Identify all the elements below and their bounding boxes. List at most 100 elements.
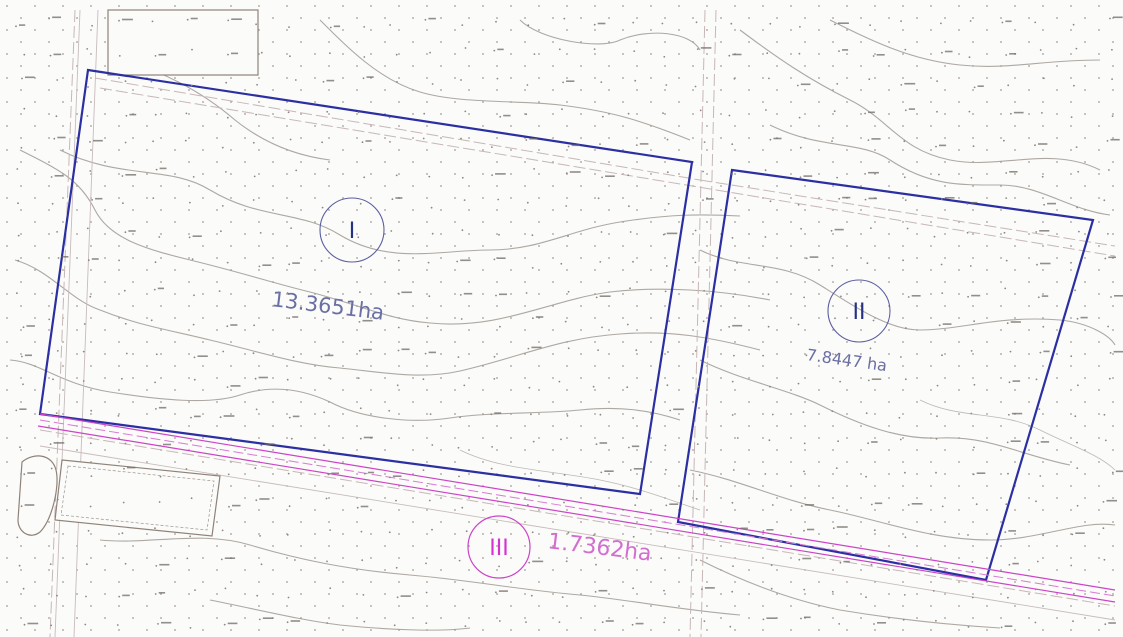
spot-elevation (633, 50, 636, 52)
spot-elevation (867, 442, 869, 445)
spot-elevation (121, 175, 124, 177)
spot-elevation (1109, 17, 1111, 20)
spot-elevation-mark (223, 415, 235, 417)
spot-elevation-mark (231, 18, 242, 20)
spot-elevation-mark (194, 415, 201, 418)
spot-elevation-mark (331, 472, 339, 475)
spot-elevation-mark (19, 408, 27, 410)
spot-elevation (969, 265, 972, 267)
spot-elevation (803, 588, 806, 591)
spot-elevation (431, 83, 434, 85)
spot-elevation (121, 532, 124, 535)
spot-elevation-mark (494, 412, 502, 414)
spot-elevation (932, 590, 935, 592)
spot-elevation (899, 438, 902, 441)
spot-elevation (83, 323, 86, 325)
spot-elevation-mark (803, 175, 813, 177)
spot-elevation (732, 296, 735, 298)
spot-elevation (389, 476, 391, 479)
spot-elevation-mark (605, 620, 614, 622)
spot-elevation (694, 261, 697, 264)
spot-elevation (286, 292, 289, 294)
spot-elevation (733, 354, 735, 357)
spot-elevation (767, 293, 770, 296)
spot-elevation (397, 292, 400, 295)
spot-elevation (666, 384, 669, 387)
spot-elevation (430, 206, 433, 209)
spot-elevation (87, 86, 89, 88)
spot-elevation (220, 558, 223, 561)
spot-elevation-mark (25, 76, 35, 79)
spot-elevation (1104, 439, 1107, 442)
contour-line (19, 149, 771, 325)
spot-elevation (865, 412, 868, 415)
spot-elevation (1103, 558, 1106, 561)
spot-elevation-mark (766, 529, 774, 531)
spot-elevation (1043, 203, 1045, 206)
spot-elevation-mark (163, 443, 172, 446)
spot-elevation (155, 168, 158, 171)
spot-elevation (320, 260, 323, 262)
spot-elevation (1005, 197, 1008, 200)
spot-elevation (904, 109, 907, 112)
spot-elevation (222, 350, 225, 353)
spot-elevation-mark (1080, 316, 1088, 319)
spot-elevation (323, 444, 325, 447)
spot-elevation (601, 176, 603, 179)
spot-elevation (361, 141, 364, 144)
spot-elevation (1038, 408, 1041, 410)
spot-elevation (533, 53, 536, 55)
spot-elevation (558, 621, 561, 623)
spot-elevation (253, 324, 256, 327)
spot-elevation (1077, 384, 1079, 387)
spot-elevation (321, 141, 323, 144)
spot-elevation-mark (230, 324, 238, 326)
spot-elevation (491, 174, 493, 177)
spot-elevation (123, 467, 125, 470)
spot-elevation (116, 624, 119, 626)
spot-elevation-mark (1009, 53, 1017, 55)
spot-elevation (1070, 116, 1073, 118)
spot-elevation (49, 563, 52, 565)
spot-elevation (867, 139, 870, 142)
spot-elevation (322, 80, 325, 83)
spot-elevation (86, 227, 89, 230)
building-footprints (17, 9, 259, 537)
spot-elevation (464, 625, 467, 628)
spot-elevation (459, 294, 462, 296)
spot-elevation (364, 472, 366, 475)
spot-elevation (456, 260, 459, 263)
spot-elevation (465, 530, 468, 533)
spot-elevation-mark (463, 292, 473, 295)
spot-elevation (125, 114, 128, 117)
spot-elevation (189, 627, 192, 629)
spot-elevation-mark (976, 472, 986, 474)
spot-elevation (17, 234, 20, 237)
spot-elevation (84, 623, 87, 626)
spot-elevation (225, 81, 228, 84)
spot-elevation-mark (158, 53, 167, 56)
spot-elevation (797, 323, 800, 326)
spot-elevation (389, 24, 391, 26)
spot-elevation (762, 618, 765, 621)
spot-elevation (1036, 442, 1039, 444)
spot-elevation (967, 626, 970, 628)
spot-elevation (864, 173, 866, 175)
spot-elevation-mark (428, 351, 436, 354)
spot-elevation-mark (91, 258, 99, 260)
spot-elevation (1006, 322, 1009, 325)
spot-elevation (567, 235, 569, 238)
spot-elevation-mark (53, 53, 62, 56)
spot-elevation (663, 589, 665, 592)
spot-elevation-mark (54, 175, 64, 177)
spot-elevation (525, 113, 528, 116)
spot-elevation (457, 446, 460, 449)
spot-elevation-mark (834, 228, 844, 231)
spot-elevation (154, 527, 156, 530)
spot-elevation (18, 564, 21, 567)
spot-elevation (290, 437, 293, 440)
spot-elevation (593, 48, 596, 50)
spot-elevation (1070, 355, 1073, 358)
spot-elevation (905, 327, 907, 329)
spot-elevation (23, 623, 26, 626)
